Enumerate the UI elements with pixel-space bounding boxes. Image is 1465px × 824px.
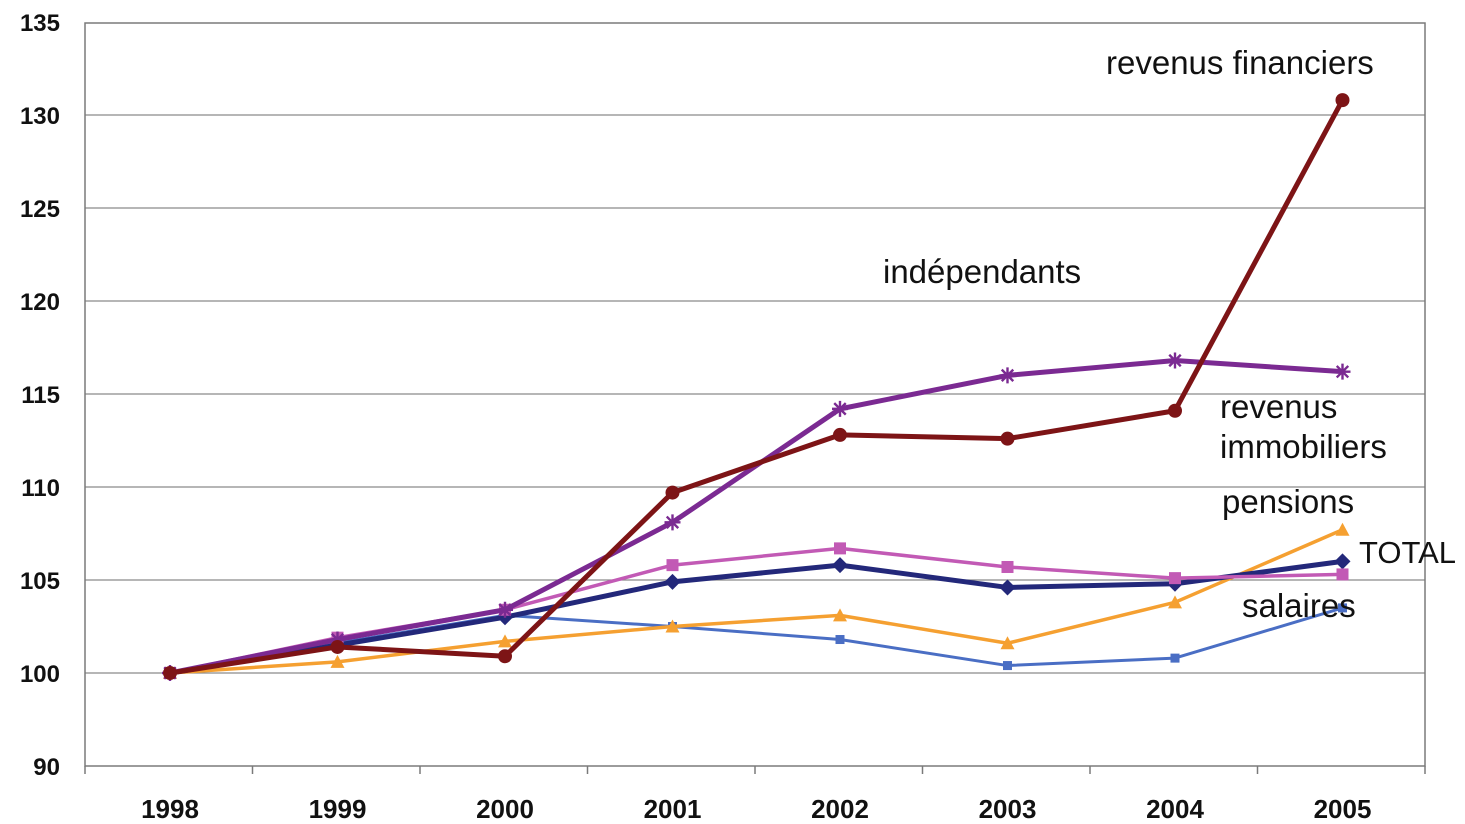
data-point-pens [1335, 522, 1350, 536]
x-tick-label-2004: 2004 [1146, 794, 1204, 824]
data-point-immo [1338, 603, 1347, 613]
data-point-sal [834, 542, 846, 555]
data-point-fin [1335, 93, 1350, 108]
annotation-immobiliers: immobiliers [1220, 428, 1387, 465]
y-tick-label-110: 110 [21, 475, 60, 502]
data-point-fin [665, 485, 680, 500]
series-group [162, 93, 1351, 681]
data-point-immo [1003, 661, 1012, 671]
data-point-indep [664, 514, 681, 531]
y-tick-label-135: 135 [20, 10, 60, 37]
data-point-total [1334, 553, 1351, 570]
data-point-indep [832, 400, 848, 417]
series-line-pens [168, 528, 1345, 675]
series-line-sal [168, 546, 1345, 675]
y-tick-label-125: 125 [20, 196, 60, 223]
x-axis-ticks: 1998 1999 2000 2001 2002 2003 2004 2005 [141, 794, 1371, 824]
data-point-fin [1168, 403, 1182, 418]
y-axis-ticks: 90 100 105 110 115 120 125 130 135 [20, 10, 60, 781]
x-tick-label-1999: 1999 [309, 794, 367, 824]
data-point-fin [1000, 431, 1015, 446]
plot-frame [84, 22, 1426, 774]
data-point-total [664, 573, 681, 590]
annotation-total: TOTAL [1359, 535, 1456, 570]
data-point-pens [1000, 636, 1015, 650]
data-point-pens [665, 619, 680, 633]
data-point-sal [666, 559, 679, 572]
series-fin [163, 93, 1350, 680]
grid-lines [85, 114, 1425, 674]
data-point-pens [833, 608, 847, 622]
annotation-salaires: salaires [1242, 587, 1356, 624]
data-point-fin [833, 427, 847, 442]
annotations-group: revenus financiers indépendants revenus … [883, 44, 1456, 624]
data-point-pens [330, 654, 345, 668]
data-point-indep [999, 367, 1016, 384]
y-tick-label-90: 90 [33, 754, 60, 781]
data-point-fin [498, 649, 512, 664]
annotation-revenus-financiers: revenus financiers [1106, 44, 1374, 81]
x-tick-label-2000: 2000 [476, 794, 534, 824]
data-point-indep [1334, 363, 1351, 380]
y-tick-label-105: 105 [20, 568, 60, 595]
y-tick-label-130: 130 [20, 103, 60, 130]
data-point-sal [1336, 568, 1349, 581]
annotation-independants: indépendants [883, 253, 1081, 290]
series-line-total [167, 558, 1345, 676]
x-tick-label-2005: 2005 [1314, 794, 1372, 824]
data-point-fin [330, 639, 345, 654]
data-point-indep [497, 601, 513, 618]
y-tick-label-100: 100 [20, 661, 60, 688]
data-point-indep [329, 631, 346, 648]
data-point-pens [498, 634, 512, 648]
data-point-sal [1001, 560, 1014, 573]
x-tick-label-2001: 2001 [644, 794, 702, 824]
data-point-immo [835, 635, 845, 645]
x-tick-label-1998: 1998 [141, 794, 199, 824]
data-point-fin [163, 666, 177, 680]
data-point-pens [1168, 595, 1182, 609]
data-point-immo [1170, 653, 1180, 663]
data-point-sal [1169, 572, 1181, 585]
data-point-total [999, 579, 1016, 596]
y-tick-label-115: 115 [21, 382, 60, 409]
series-line-indep [167, 358, 1345, 676]
x-tick-label-2002: 2002 [811, 794, 869, 824]
x-tick-label-2003: 2003 [979, 794, 1037, 824]
annotation-revenus: revenus [1220, 388, 1337, 425]
series-line-fin [167, 97, 1345, 676]
annotation-pensions: pensions [1222, 483, 1354, 520]
data-point-indep [1167, 352, 1183, 369]
data-point-total [832, 557, 848, 574]
y-tick-label-120: 120 [20, 289, 60, 316]
